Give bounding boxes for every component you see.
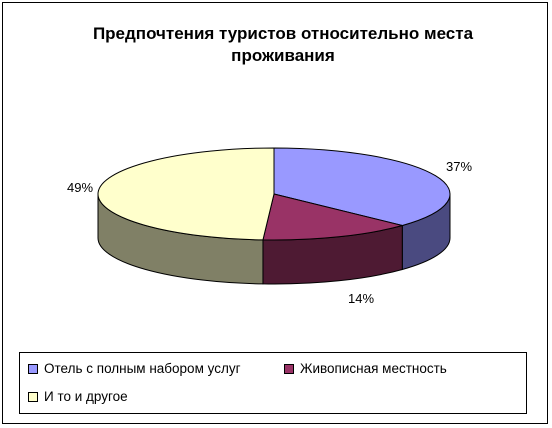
legend-item-scenery: Живописная местность xyxy=(284,361,447,376)
pie-label-1: 14% xyxy=(348,291,374,306)
legend-swatch-scenery xyxy=(284,363,294,374)
legend-label-scenery: Живописная местность xyxy=(300,361,447,376)
pie-label-0: 37% xyxy=(446,159,472,174)
legend-swatch-hotel xyxy=(28,363,38,374)
chart-title: Предпочтения туристов относительно места… xyxy=(33,23,533,67)
legend: Отель с полным набором услуг Живописная … xyxy=(19,352,527,414)
pie-label-2: 49% xyxy=(67,180,93,195)
legend-item-both: И то и другое xyxy=(28,389,128,404)
legend-label-both: И то и другое xyxy=(44,389,128,404)
legend-label-hotel: Отель с полным набором услуг xyxy=(44,361,241,376)
chart-title-line-2: проживания xyxy=(231,46,335,65)
pie-slice-1 xyxy=(262,193,405,241)
legend-item-hotel: Отель с полным набором услуг xyxy=(28,361,241,376)
legend-swatch-both xyxy=(28,391,38,402)
chart-title-line-1: Предпочтения туристов относительно места xyxy=(92,24,474,43)
pie-slice-0 xyxy=(273,147,451,227)
pie-slice-2 xyxy=(97,147,275,241)
